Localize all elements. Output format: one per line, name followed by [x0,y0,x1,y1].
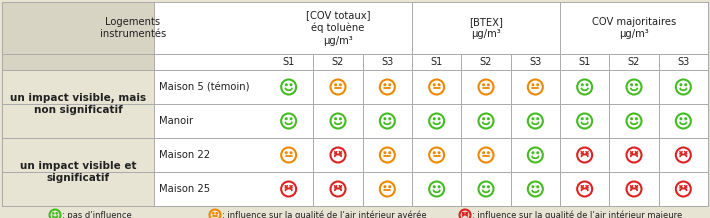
Circle shape [532,118,534,120]
Circle shape [581,84,583,86]
Circle shape [438,118,440,120]
FancyBboxPatch shape [2,138,154,172]
Text: : pas d’influence: : pas d’influence [62,211,132,218]
Text: S1: S1 [430,57,443,67]
Text: un impact visible et
significatif: un impact visible et significatif [20,161,136,183]
Circle shape [389,118,391,120]
Circle shape [680,118,682,120]
Circle shape [685,118,687,120]
Circle shape [630,118,633,120]
Circle shape [537,118,539,120]
Circle shape [433,118,435,120]
Text: Maison 25: Maison 25 [159,184,210,194]
Circle shape [433,186,435,187]
Text: Maison 22: Maison 22 [159,150,210,160]
Circle shape [635,84,638,86]
Circle shape [586,84,588,86]
Circle shape [285,118,287,120]
FancyBboxPatch shape [154,54,708,70]
Circle shape [483,186,484,187]
Circle shape [389,152,391,153]
FancyBboxPatch shape [154,104,708,138]
Circle shape [384,152,386,153]
Circle shape [285,84,287,86]
Text: S1: S1 [283,57,295,67]
Circle shape [339,118,342,120]
Text: un impact visible, mais
non significatif: un impact visible, mais non significatif [10,93,146,115]
Circle shape [537,152,539,153]
Circle shape [384,186,386,187]
Circle shape [438,186,440,187]
Circle shape [389,84,391,86]
Circle shape [216,213,217,214]
Text: : influence sur la qualité de l’air intérieur avérée: : influence sur la qualité de l’air inté… [222,210,427,218]
Circle shape [384,84,386,86]
Circle shape [532,186,534,187]
Circle shape [635,118,638,120]
Circle shape [586,118,588,120]
Text: [COV totaux]
éq toluène
µg/m³: [COV totaux] éq toluène µg/m³ [306,10,370,46]
Circle shape [389,186,391,187]
FancyBboxPatch shape [154,2,708,54]
FancyBboxPatch shape [2,2,708,206]
Circle shape [290,84,292,86]
Circle shape [335,84,337,86]
FancyBboxPatch shape [154,172,708,206]
Circle shape [53,213,54,214]
Text: Maison 5 (témoin): Maison 5 (témoin) [159,82,249,92]
Circle shape [488,84,489,86]
Text: Logements
instrumentés: Logements instrumentés [100,17,166,39]
Text: S2: S2 [480,57,492,67]
Text: : influence sur la qualité de l’air intérieur majeure: : influence sur la qualité de l’air inté… [472,210,683,218]
Circle shape [532,152,534,153]
Circle shape [532,84,534,86]
Circle shape [438,84,440,86]
FancyBboxPatch shape [2,70,154,104]
Text: Manoir: Manoir [159,116,193,126]
Circle shape [483,118,484,120]
FancyBboxPatch shape [2,104,154,138]
Text: S3: S3 [529,57,542,67]
Circle shape [488,152,489,153]
Text: S1: S1 [579,57,591,67]
FancyBboxPatch shape [154,70,708,104]
Circle shape [433,84,435,86]
Circle shape [685,84,687,86]
Text: S3: S3 [381,57,393,67]
Text: S2: S2 [628,57,640,67]
Circle shape [335,118,337,120]
Circle shape [537,84,539,86]
Text: S3: S3 [677,57,689,67]
Circle shape [56,213,58,214]
FancyBboxPatch shape [2,2,708,70]
Circle shape [483,84,484,86]
Text: S2: S2 [332,57,344,67]
Circle shape [680,84,682,86]
Circle shape [290,152,292,153]
Circle shape [483,152,484,153]
Circle shape [290,118,292,120]
Circle shape [488,186,489,187]
Circle shape [581,118,583,120]
Circle shape [384,118,386,120]
Circle shape [537,186,539,187]
Circle shape [630,84,633,86]
Circle shape [488,118,489,120]
Text: COV majoritaires
µg/m³: COV majoritaires µg/m³ [592,17,676,39]
FancyBboxPatch shape [2,172,154,206]
Circle shape [285,152,287,153]
Circle shape [212,213,214,214]
Circle shape [433,152,435,153]
Circle shape [438,152,440,153]
Circle shape [339,84,342,86]
FancyBboxPatch shape [154,138,708,172]
Text: [BTEX]
µg/m³: [BTEX] µg/m³ [469,17,503,39]
